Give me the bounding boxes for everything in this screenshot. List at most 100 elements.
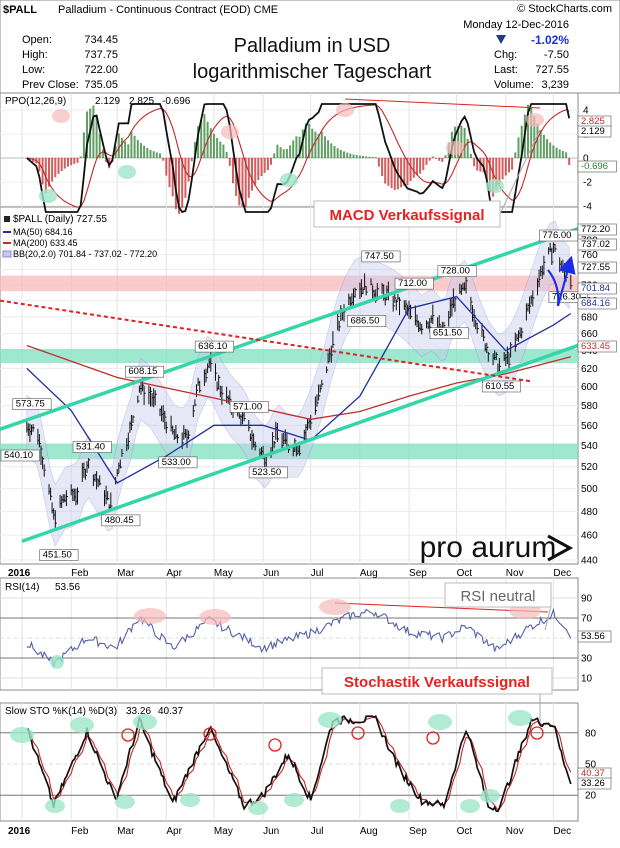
stoch-legend-label: Slow STO %K(14) %D(3) bbox=[5, 706, 117, 717]
ppo-histogram-bar bbox=[200, 119, 203, 158]
stoch-top-marker bbox=[318, 712, 342, 728]
price-annotation-box bbox=[481, 380, 521, 393]
price-annotation: 523.50 bbox=[252, 467, 281, 478]
ppo-histogram-bar bbox=[371, 156, 374, 158]
rsi-callout-box bbox=[444, 582, 552, 608]
ppo-histogram-bar bbox=[254, 158, 257, 185]
ppo-signal-line bbox=[26, 104, 570, 208]
ppo-histogram-bar bbox=[190, 158, 193, 162]
ppo-histogram-bar bbox=[209, 128, 212, 158]
last-value: 727.55 bbox=[535, 64, 569, 76]
price-ytick-label: 520 bbox=[581, 462, 598, 473]
stoch-top-marker bbox=[133, 714, 157, 730]
price-right-tag-box bbox=[577, 297, 617, 310]
ppo-right-tag-box bbox=[577, 125, 612, 138]
price-annotation-box bbox=[158, 456, 198, 469]
ppo-histogram-bar bbox=[273, 153, 276, 158]
rsi-line bbox=[26, 607, 572, 668]
price-right-tag: 684.16 bbox=[581, 298, 610, 309]
price-annotation: 608.15 bbox=[128, 366, 157, 377]
ppo-histogram-bar bbox=[171, 158, 174, 197]
price-xtick-label: Mar bbox=[117, 568, 135, 579]
ppo-histogram-bar bbox=[143, 145, 146, 158]
price-annotation: 451.50 bbox=[43, 550, 72, 561]
ppo-histogram-bar bbox=[92, 105, 95, 158]
price-right-tag: 727.55 bbox=[581, 262, 610, 273]
ppo-bottom-marker bbox=[280, 173, 298, 187]
price-annotation-box bbox=[101, 514, 141, 527]
open-value: 734.45 bbox=[84, 34, 118, 46]
ppo-histogram-bar bbox=[485, 158, 488, 181]
price-annotation: 480.45 bbox=[105, 515, 134, 526]
ppo-bottom-marker bbox=[39, 189, 57, 203]
ppo-histogram-bar bbox=[536, 123, 539, 158]
price-annotation-box bbox=[72, 441, 112, 453]
stoch-bottom-marker bbox=[115, 795, 135, 809]
ppo-histogram-bar bbox=[469, 153, 472, 158]
price-ytick-label: 480 bbox=[581, 507, 598, 518]
legend-price: $PALL (Daily) 727.55 bbox=[13, 214, 107, 225]
ppo-right-tag: 2.129 bbox=[581, 126, 605, 137]
stoch-top-marker bbox=[428, 714, 452, 730]
rsi-overbought-marker bbox=[199, 609, 231, 625]
stoch-bottom-marker bbox=[480, 789, 500, 803]
price-annotation: 651.50 bbox=[433, 328, 462, 339]
price-annotation: 747.50 bbox=[365, 251, 394, 262]
ppo-histogram-bar bbox=[498, 158, 501, 184]
price-annotation-box bbox=[437, 265, 477, 277]
ppo-histogram-bar bbox=[533, 116, 536, 158]
price-ytick-label: 680 bbox=[581, 312, 598, 323]
price-ytick-label: 580 bbox=[581, 401, 598, 412]
ppo-histogram-bar bbox=[520, 125, 523, 158]
ppo-histogram-bar bbox=[495, 158, 498, 190]
legend-price-swatch bbox=[4, 216, 10, 222]
ppo-histogram-bar bbox=[476, 158, 479, 171]
ppo-legend-label: PPO(12,26,9) bbox=[5, 96, 66, 107]
ppo-legend-v3: -0.696 bbox=[162, 96, 191, 107]
price-ytick-label: 460 bbox=[581, 531, 598, 542]
prevclose-label: Prev Close: bbox=[22, 79, 79, 91]
ppo-top-marker bbox=[526, 113, 544, 127]
ppo-histogram-bar bbox=[165, 158, 168, 176]
ppo-histogram-bar bbox=[285, 149, 288, 158]
price-annotation: 533.00 bbox=[162, 457, 191, 468]
ppo-histogram-bar bbox=[219, 141, 222, 158]
price-xtick-label: Jul bbox=[311, 568, 324, 579]
ppo-histogram-bar bbox=[73, 158, 76, 164]
price-ytick-label: 500 bbox=[581, 484, 598, 495]
ppo-histogram-bar bbox=[381, 158, 384, 177]
ppo-histogram-bar bbox=[339, 150, 342, 158]
channel-upper-line bbox=[0, 227, 579, 431]
overlay-title-line2: logarithmischer Tageschart bbox=[193, 61, 432, 83]
ppo-histogram-bar bbox=[95, 114, 98, 158]
ppo-histogram-bar bbox=[130, 131, 133, 158]
price-ytick-label: 660 bbox=[581, 329, 598, 340]
stoch-signal-text: Stochastik Verkaufssignal bbox=[344, 674, 530, 691]
price-annotation: 610.55 bbox=[485, 381, 514, 392]
ppo-histogram-bar bbox=[222, 144, 225, 158]
logo-chevron-icon bbox=[547, 534, 574, 562]
price-ytick-label: 540 bbox=[581, 441, 598, 452]
ppo-histogram-bar bbox=[428, 158, 431, 161]
price-right-tag: 633.45 bbox=[581, 341, 610, 352]
ppo-bottom-marker bbox=[486, 179, 504, 193]
rsi-ytick-label: 10 bbox=[581, 674, 593, 685]
ppo-histogram-bar bbox=[565, 152, 568, 158]
stoch-sell-circle bbox=[121, 728, 135, 742]
price-annotation-box bbox=[429, 327, 469, 340]
price-left-tag: 540.10 bbox=[4, 450, 33, 461]
ppo-histogram-bar bbox=[82, 132, 85, 158]
ppo-histogram-bar bbox=[368, 156, 371, 158]
ppo-histogram-bar bbox=[346, 152, 349, 158]
ppo-histogram-bar bbox=[140, 143, 142, 158]
rsi-callout-leader bbox=[544, 605, 552, 631]
ppo-histogram-bar bbox=[146, 148, 149, 158]
rsi-right-tag-box bbox=[577, 630, 612, 643]
ppo-histogram-bar bbox=[330, 143, 333, 158]
ppo-histogram-bar bbox=[336, 148, 339, 158]
macd-callout-leader bbox=[499, 129, 541, 215]
price-xtick-label: Nov bbox=[506, 568, 524, 579]
ppo-histogram-bar bbox=[51, 158, 54, 182]
